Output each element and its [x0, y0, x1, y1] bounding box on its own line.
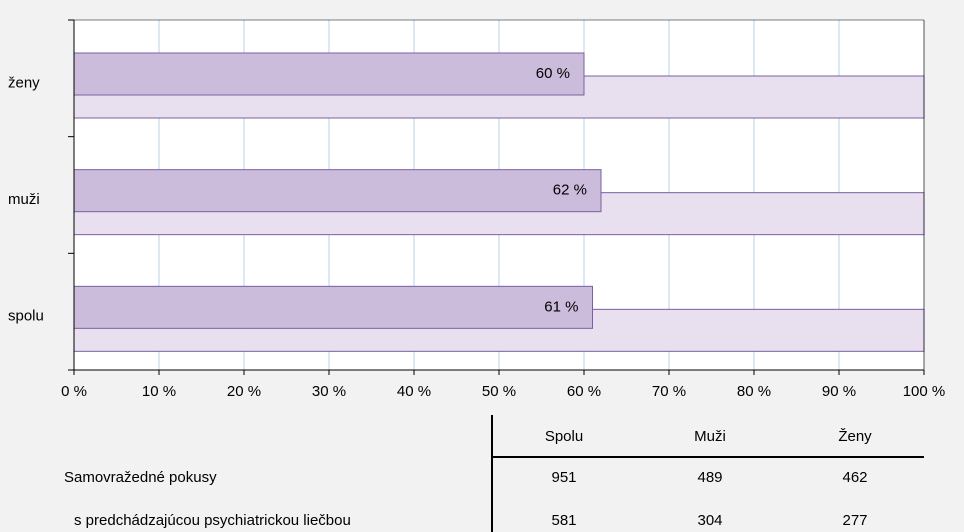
x-tick-label: 60 % [567, 383, 601, 400]
x-tick-label: 40 % [397, 383, 431, 400]
x-tick-label: 80 % [737, 383, 771, 400]
table-header: Ženy [838, 428, 872, 445]
x-tick-label: 10 % [142, 383, 176, 400]
y-tick-label: muži [8, 191, 40, 208]
bar [73, 52, 585, 96]
table-row-label: Samovražedné pokusy [64, 469, 217, 486]
table-cell: 277 [842, 512, 867, 529]
table-header: Muži [694, 428, 726, 445]
table-cell: 462 [842, 469, 867, 486]
y-tick-label: ženy [8, 74, 40, 91]
x-tick-label: 20 % [227, 383, 261, 400]
x-tick-label: 90 % [822, 383, 856, 400]
table-cell: 304 [697, 512, 722, 529]
table-header: Spolu [545, 428, 583, 445]
bar [73, 285, 593, 329]
bar [73, 169, 602, 213]
x-tick-label: 30 % [312, 383, 346, 400]
table-cell: 951 [551, 469, 576, 486]
value-label: 60 % [536, 65, 570, 82]
x-tick-label: 0 % [61, 383, 87, 400]
x-tick-label: 100 % [903, 383, 946, 400]
value-label: 62 % [553, 182, 587, 199]
y-tick-label: spolu [8, 308, 44, 325]
x-tick-label: 50 % [482, 383, 516, 400]
table-row-label: s predchádzajúcou psychiatrickou liečbou [74, 512, 351, 529]
table-cell: 581 [551, 512, 576, 529]
table-cell: 489 [697, 469, 722, 486]
x-tick-label: 70 % [652, 383, 686, 400]
value-label: 61 % [544, 298, 578, 315]
